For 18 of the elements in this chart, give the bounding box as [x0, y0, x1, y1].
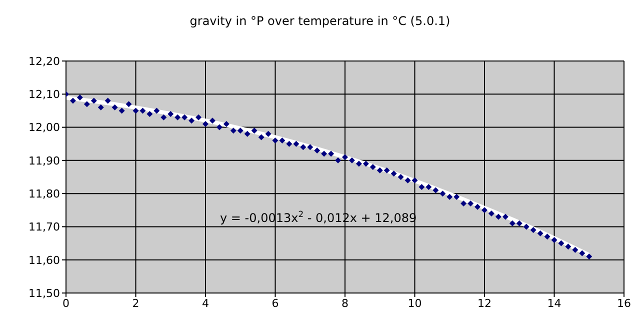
- y-tick-label: 12,20: [28, 54, 60, 68]
- y-tick-label: 11,70: [28, 220, 60, 234]
- y-tick-label: 11,90: [28, 154, 60, 168]
- chart-title: gravity in °P over temperature in °C (5.0.1): [188, 14, 452, 28]
- x-tick-label: 4: [202, 296, 209, 310]
- x-tick-label: 0: [62, 296, 70, 310]
- y-tick-label: 11,60: [28, 254, 60, 267]
- x-tick-label: 10: [408, 296, 422, 310]
- y-tick-label: 11,80: [28, 187, 60, 200]
- y-tick-label: 12,10: [28, 88, 60, 102]
- x-tick-label: 14: [547, 296, 562, 310]
- x-tick-label: 2: [132, 296, 140, 310]
- y-tick-label: 12,00: [28, 121, 60, 134]
- y-tick-label: 11,50: [28, 286, 60, 300]
- x-tick-label: 6: [272, 296, 279, 310]
- x-tick-label: 12: [478, 296, 492, 310]
- x-tick-label: 16: [617, 296, 631, 310]
- x-tick-label: 8: [342, 296, 348, 310]
